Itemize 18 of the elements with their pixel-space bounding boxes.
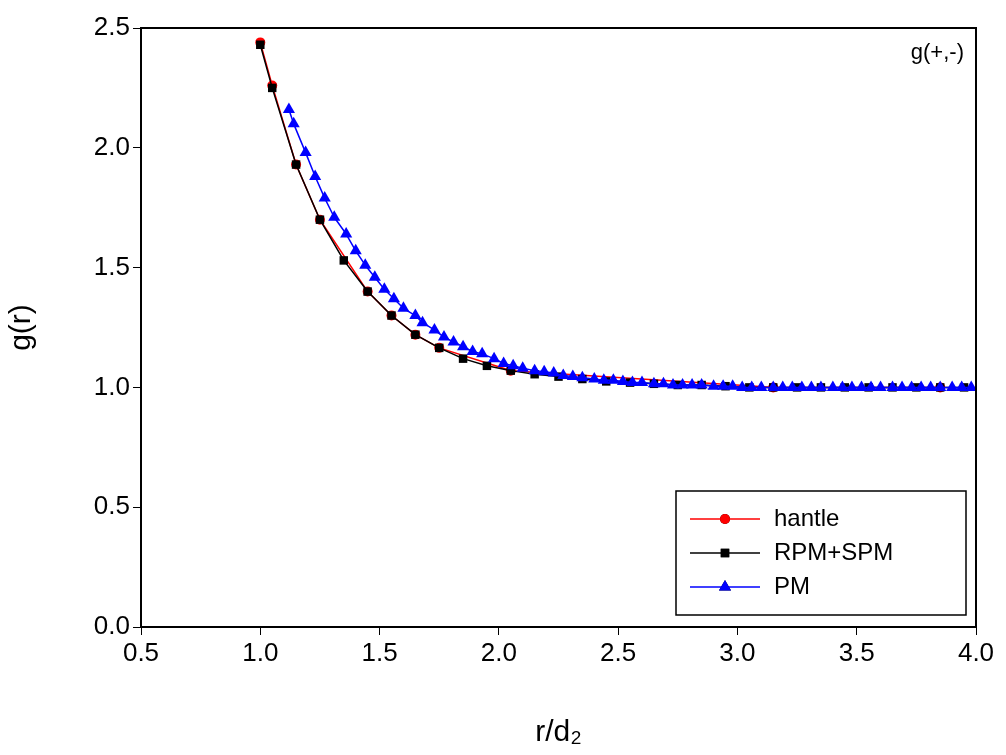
x-tick-label: 1.0 [242, 636, 279, 667]
y-tick-label: 0.5 [93, 490, 130, 521]
x-tick-label: 2.0 [480, 636, 517, 667]
y-tick-label: 2.5 [93, 11, 130, 42]
legend-label: RPM+SPM [774, 537, 894, 565]
y-tick-label: 1.0 [93, 370, 130, 401]
x-axis-title: r/d₂ [535, 714, 582, 748]
x-tick-label: 1.5 [361, 636, 398, 667]
annotation: g(+,-) [910, 39, 964, 65]
y-tick-label: 2.0 [93, 130, 130, 161]
y-axis-title: g(r) [3, 304, 37, 351]
legend-label: PM [774, 571, 810, 599]
legend-label: hantle [774, 503, 840, 531]
x-tick-label: 4.0 [957, 636, 995, 667]
y-tick-label: 1.5 [93, 250, 130, 281]
x-tick-label: 3.5 [838, 636, 875, 667]
x-tick-label: 2.5 [600, 636, 637, 667]
x-tick-label: 3.0 [719, 636, 756, 667]
